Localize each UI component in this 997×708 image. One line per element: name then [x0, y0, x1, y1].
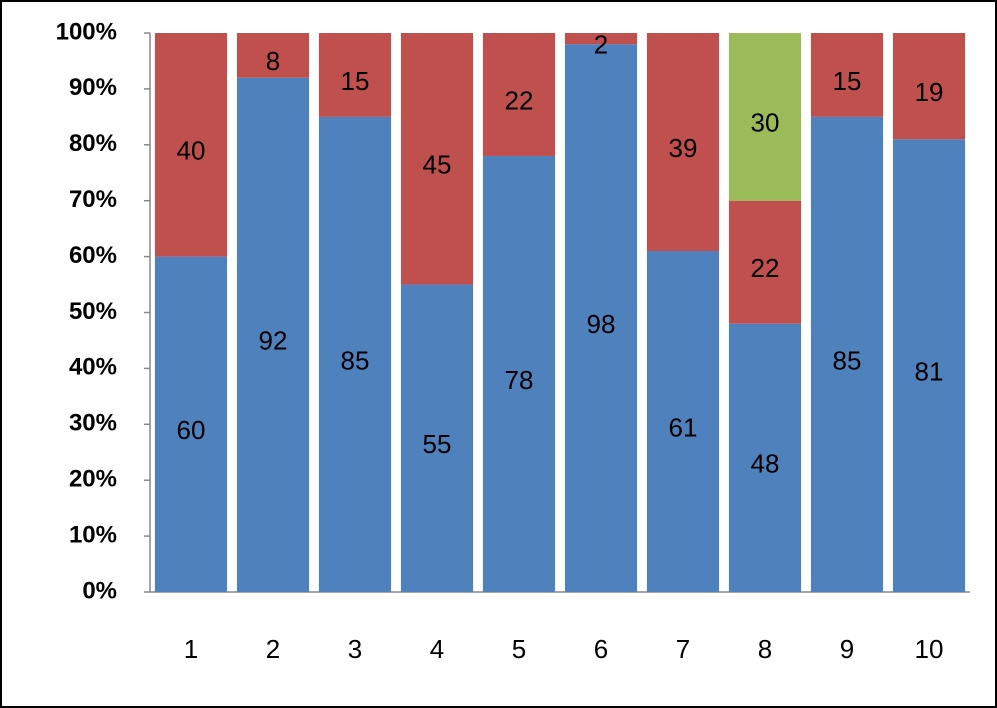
x-tick-label: 4: [430, 634, 444, 664]
y-tick-label: 20%: [69, 466, 117, 493]
x-tick-label: 7: [676, 634, 690, 664]
value-label: 55: [423, 429, 452, 459]
x-tick-label: 6: [594, 634, 608, 664]
bar-segment: [728, 200, 802, 324]
bar-segment: [646, 33, 720, 252]
bar-segment: [154, 33, 228, 257]
value-label: 81: [915, 356, 944, 386]
value-label: 45: [423, 150, 452, 180]
value-label: 15: [341, 66, 370, 96]
value-label: 30: [751, 108, 780, 138]
value-label: 78: [505, 365, 534, 395]
bar-segment: [482, 33, 556, 156]
y-tick-label: 10%: [69, 521, 117, 548]
bar-segment: [318, 33, 392, 117]
value-label: 48: [751, 449, 780, 479]
x-tick-label: 10: [915, 634, 944, 664]
value-label: 98: [587, 309, 616, 339]
y-tick-label: 0%: [82, 577, 117, 604]
value-label: 8: [266, 46, 280, 76]
x-tick-label: 2: [266, 634, 280, 664]
y-tick-label: 40%: [69, 354, 117, 381]
bar-segment: [154, 256, 228, 592]
y-tick-label: 100%: [56, 18, 117, 45]
bar-segment: [318, 116, 392, 592]
value-label: 60: [177, 415, 206, 445]
value-label: 61: [669, 412, 698, 442]
bar-segment: [810, 116, 884, 592]
value-label: 2: [594, 29, 608, 59]
y-tick-label: 90%: [69, 74, 117, 101]
y-tick-label: 70%: [69, 186, 117, 213]
value-label: 39: [669, 133, 698, 163]
value-label: 22: [505, 85, 534, 115]
x-tick-label: 3: [348, 634, 362, 664]
x-tick-label: 8: [758, 634, 772, 664]
value-label: 92: [259, 326, 288, 356]
x-tick-label: 1: [184, 634, 198, 664]
bar-segment: [728, 323, 802, 592]
bar-segment: [400, 33, 474, 285]
bar-segment: [564, 44, 638, 593]
y-tick-label: 30%: [69, 410, 117, 437]
y-tick-label: 60%: [69, 242, 117, 269]
value-label: 19: [915, 77, 944, 107]
value-label: 85: [833, 345, 862, 375]
bar-segment: [728, 33, 802, 201]
value-label: 15: [833, 66, 862, 96]
bar-segment: [892, 139, 966, 592]
bar-segment: [400, 284, 474, 592]
value-label: 22: [751, 253, 780, 283]
bar-segment: [564, 33, 638, 45]
x-tick-label: 9: [840, 634, 854, 664]
bar-segment: [482, 155, 556, 593]
bar-segment: [646, 251, 720, 592]
value-label: 85: [341, 345, 370, 375]
bar-segment: [236, 33, 310, 78]
y-tick-label: 50%: [69, 298, 117, 325]
bar-segment: [236, 77, 310, 593]
bar-segment: [892, 33, 966, 140]
x-tick-label: 5: [512, 634, 526, 664]
bar-segment: [810, 33, 884, 117]
y-tick-label: 80%: [69, 130, 117, 157]
value-label: 40: [177, 136, 206, 166]
